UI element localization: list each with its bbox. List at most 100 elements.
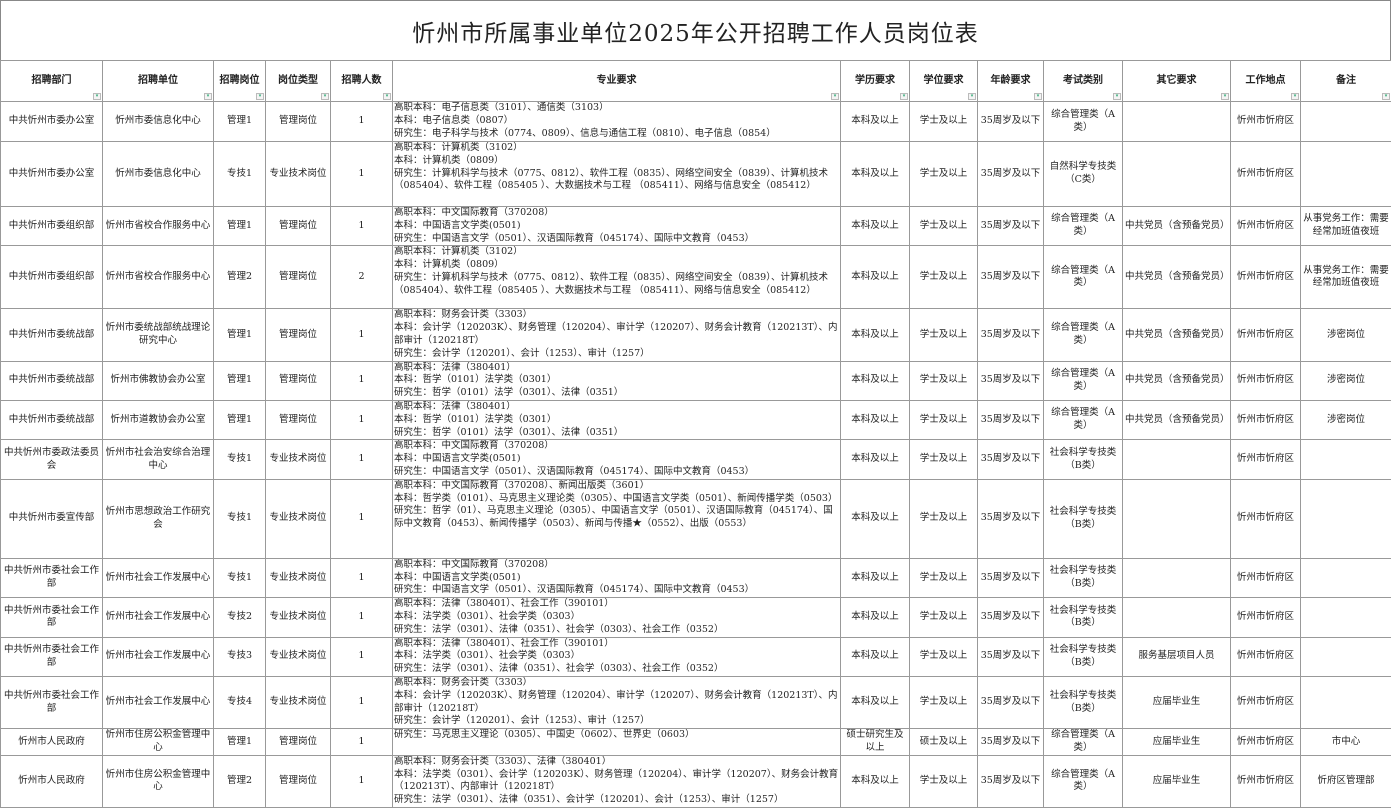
cell-degree: 学士及以上 bbox=[910, 637, 978, 676]
column-header-label: 备注 bbox=[1336, 75, 1356, 86]
major-line: 研究生：会计学（120201）、会计（1253）、审计（1257） bbox=[394, 715, 839, 728]
column-header-label: 招聘部门 bbox=[32, 75, 72, 86]
filter-dropdown-icon[interactable]: ▾ bbox=[383, 93, 391, 100]
cell-degree: 学士及以上 bbox=[910, 400, 978, 439]
cell-major: 高职本科：法律（380401）本科：哲学（0101）法学类（0301）研究生：哲… bbox=[393, 400, 841, 439]
cell-degree: 学士及以上 bbox=[910, 102, 978, 142]
cell-note bbox=[1301, 676, 1391, 728]
cell-type: 专业技术岗位 bbox=[266, 440, 331, 479]
cell-note: 从事党务工作：需要经常加班值夜班 bbox=[1301, 246, 1391, 309]
cell-place: 忻州市忻府区 bbox=[1231, 207, 1301, 246]
major-line: 本科：哲学类（0101）、马克思主义理论类（0305）、中国语言文学类（0501… bbox=[394, 493, 839, 506]
cell-age: 35周岁及以下 bbox=[978, 440, 1044, 479]
filter-dropdown-icon[interactable]: ▾ bbox=[204, 93, 212, 100]
cell-edu: 本科及以上 bbox=[841, 598, 910, 637]
column-header: 考试类别▾ bbox=[1044, 61, 1123, 102]
cell-edu: 本科及以上 bbox=[841, 102, 910, 142]
column-header-label: 岗位类型 bbox=[278, 75, 318, 86]
cell-dept: 中共忻州市委社会工作部 bbox=[1, 558, 103, 597]
cell-dept: 中共忻州市委统战部 bbox=[1, 400, 103, 439]
cell-degree: 学士及以上 bbox=[910, 440, 978, 479]
column-header-label: 年龄要求 bbox=[991, 75, 1031, 86]
cell-degree: 学士及以上 bbox=[910, 598, 978, 637]
cell-count: 1 bbox=[331, 207, 393, 246]
cell-edu: 本科及以上 bbox=[841, 479, 910, 558]
column-header-label: 学历要求 bbox=[855, 75, 895, 86]
cell-exam: 综合管理类（A类） bbox=[1044, 309, 1123, 361]
cell-exam: 自然科学专技类（C类） bbox=[1044, 142, 1123, 207]
cell-major: 高职本科：中文国际教育（370208）本科：中国语言文学类(0501)研究生：中… bbox=[393, 558, 841, 597]
cell-place: 忻州市忻府区 bbox=[1231, 102, 1301, 142]
filter-dropdown-icon[interactable]: ▾ bbox=[93, 93, 101, 100]
cell-type: 专业技术岗位 bbox=[266, 479, 331, 558]
cell-type: 管理岗位 bbox=[266, 400, 331, 439]
column-header: 招聘部门 ▾ bbox=[1, 61, 103, 102]
cell-note bbox=[1301, 558, 1391, 597]
cell-note bbox=[1301, 637, 1391, 676]
cell-count: 1 bbox=[331, 400, 393, 439]
cell-other bbox=[1123, 558, 1231, 597]
major-line: 研究生：中国语言文学（0501）、汉语国际教育（045174）、国际中文教育（0… bbox=[394, 466, 839, 479]
column-header: 学历要求 ▾ bbox=[841, 61, 910, 102]
major-line: 研究生：法学（0301）、法律（0351）、会计学（120201）、会计（125… bbox=[394, 794, 839, 807]
cell-edu: 本科及以上 bbox=[841, 142, 910, 207]
column-header-label: 学位要求 bbox=[924, 75, 964, 86]
cell-count: 1 bbox=[331, 142, 393, 207]
cell-major: 高职本科：财务会计类（3303）本科：会计学（120203K）、财务管理（120… bbox=[393, 309, 841, 361]
filter-dropdown-icon[interactable]: ▾ bbox=[1113, 93, 1121, 100]
cell-count: 1 bbox=[331, 440, 393, 479]
cell-note: 涉密岗位 bbox=[1301, 309, 1391, 361]
cell-type: 管理岗位 bbox=[266, 246, 331, 309]
filter-dropdown-icon[interactable]: ▾ bbox=[968, 93, 976, 100]
cell-place: 忻州市忻府区 bbox=[1231, 142, 1301, 207]
cell-age: 35周岁及以下 bbox=[978, 207, 1044, 246]
cell-unit: 忻州市社会工作发展中心 bbox=[103, 637, 214, 676]
cell-post: 管理1 bbox=[214, 361, 266, 400]
filter-dropdown-icon[interactable]: ▾ bbox=[1382, 93, 1390, 100]
cell-degree: 学士及以上 bbox=[910, 479, 978, 558]
cell-place: 忻州市忻府区 bbox=[1231, 598, 1301, 637]
major-line: 研究生：哲学（01）、马克思主义理论（0305）、中国语言文学（0501）、汉语… bbox=[394, 505, 839, 531]
cell-other: 应届毕业生 bbox=[1123, 729, 1231, 756]
cell-post: 专技2 bbox=[214, 598, 266, 637]
cell-note: 涉密岗位 bbox=[1301, 400, 1391, 439]
cell-exam: 社会科学专技类（B类） bbox=[1044, 676, 1123, 728]
column-header: 招聘单位 ▾ bbox=[103, 61, 214, 102]
filter-dropdown-icon[interactable]: ▾ bbox=[831, 93, 839, 100]
column-header: 备注 ▾ bbox=[1301, 61, 1391, 102]
cell-degree: 学士及以上 bbox=[910, 676, 978, 728]
major-line: 研究生：中国语言文学（0501）、汉语国际教育（045174）、国际中文教育（0… bbox=[394, 233, 839, 246]
cell-note: 市中心 bbox=[1301, 729, 1391, 756]
filter-dropdown-icon[interactable]: ▾ bbox=[256, 93, 264, 100]
cell-unit: 忻州市社会工作发展中心 bbox=[103, 598, 214, 637]
major-line: 高职本科：法律（380401） bbox=[394, 401, 839, 414]
filter-dropdown-icon[interactable]: ▾ bbox=[1221, 93, 1229, 100]
cell-type: 管理岗位 bbox=[266, 361, 331, 400]
cell-degree: 学士及以上 bbox=[910, 142, 978, 207]
cell-dept: 中共忻州市委社会工作部 bbox=[1, 598, 103, 637]
filter-dropdown-icon[interactable]: ▾ bbox=[321, 93, 329, 100]
cell-post: 专技3 bbox=[214, 637, 266, 676]
major-line: 本科：哲学（0101）法学类（0301） bbox=[394, 414, 839, 427]
column-header-label: 招聘单位 bbox=[138, 75, 178, 86]
cell-exam: 社会科学专技类（B类） bbox=[1044, 598, 1123, 637]
filter-dropdown-icon[interactable]: ▾ bbox=[1291, 93, 1299, 100]
column-header: 招聘人数▾ bbox=[331, 61, 393, 102]
cell-note: 涉密岗位 bbox=[1301, 361, 1391, 400]
cell-type: 管理岗位 bbox=[266, 207, 331, 246]
cell-count: 2 bbox=[331, 246, 393, 309]
cell-major: 高职本科：法律（380401）、社会工作（390101）本科：法学类（0301）… bbox=[393, 598, 841, 637]
filter-dropdown-icon[interactable]: ▾ bbox=[900, 93, 908, 100]
filter-dropdown-icon[interactable]: ▾ bbox=[1034, 93, 1042, 100]
cell-note bbox=[1301, 102, 1391, 142]
cell-other: 中共党员（含预备党员） bbox=[1123, 246, 1231, 309]
column-header-label: 工作地点 bbox=[1246, 75, 1286, 86]
column-header: 学位要求 ▾ bbox=[910, 61, 978, 102]
major-line: 研究生：计算机科学与技术（0775、0812）、软件工程（0835）、网络空间安… bbox=[394, 272, 839, 298]
cell-age: 35周岁及以下 bbox=[978, 309, 1044, 361]
major-line: 研究生：哲学（0101）法学（0301）、法律（0351） bbox=[394, 427, 839, 440]
cell-exam: 综合管理类（A类） bbox=[1044, 729, 1123, 756]
